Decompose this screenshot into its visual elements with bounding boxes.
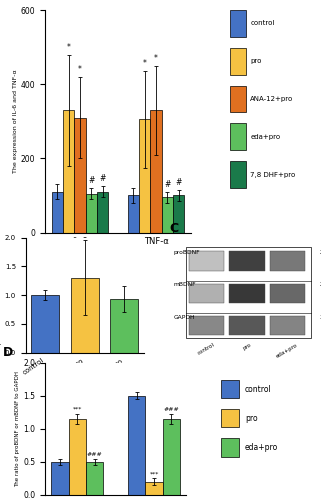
Text: ###: ### <box>163 407 179 412</box>
Text: ***: *** <box>73 407 82 412</box>
Text: A: A <box>13 0 22 2</box>
Bar <box>189 316 224 335</box>
Text: mBDNF: mBDNF <box>173 282 196 288</box>
Bar <box>270 316 305 335</box>
Bar <box>189 284 224 303</box>
Bar <box>63 110 74 232</box>
Text: 37kDa: 37kDa <box>319 314 321 320</box>
Bar <box>221 438 239 456</box>
Text: pro: pro <box>242 342 252 351</box>
Bar <box>230 162 246 188</box>
Text: ###: ### <box>87 452 102 457</box>
Bar <box>186 246 311 338</box>
Bar <box>173 196 184 232</box>
Bar <box>51 462 69 495</box>
Text: pro: pro <box>245 414 258 422</box>
Text: #: # <box>100 174 106 183</box>
Text: eda+pro: eda+pro <box>250 134 280 140</box>
Text: C: C <box>169 222 178 235</box>
Text: 20-37kDa: 20-37kDa <box>319 250 321 255</box>
Bar <box>221 409 239 428</box>
Text: #: # <box>176 178 182 187</box>
Bar <box>97 192 108 232</box>
Text: *: * <box>154 54 158 62</box>
Text: 7,8 DHF+pro: 7,8 DHF+pro <box>250 172 296 177</box>
Text: *: * <box>78 65 82 74</box>
Bar <box>86 194 97 232</box>
Bar <box>110 299 138 352</box>
Bar <box>189 252 224 271</box>
Text: control: control <box>197 342 216 356</box>
Bar <box>163 419 180 495</box>
Bar <box>127 196 139 232</box>
Bar <box>230 124 246 150</box>
Text: ***: *** <box>149 472 159 477</box>
Text: proBDNF: proBDNF <box>173 250 200 255</box>
Text: pro: pro <box>250 58 262 64</box>
Bar <box>270 252 305 271</box>
Text: GAPDH: GAPDH <box>173 314 195 320</box>
Bar <box>230 10 246 36</box>
Text: *: * <box>67 42 71 51</box>
Y-axis label: Expression of mRNA levels of total BDNF: Expression of mRNA levels of total BDNF <box>0 239 2 351</box>
Bar <box>52 192 63 232</box>
Bar <box>229 316 265 335</box>
Text: ANA-12+pro: ANA-12+pro <box>250 96 293 102</box>
Bar <box>139 120 150 232</box>
Bar <box>229 284 265 303</box>
Bar <box>221 380 239 398</box>
Bar <box>230 48 246 74</box>
Text: control: control <box>250 20 275 26</box>
Bar <box>161 198 173 232</box>
Text: control: control <box>245 384 272 394</box>
Y-axis label: The ratio of proBDNF or mBDNF to GAPDH: The ratio of proBDNF or mBDNF to GAPDH <box>15 371 20 487</box>
Bar <box>69 419 86 495</box>
Text: *: * <box>143 59 146 68</box>
Text: #: # <box>164 180 170 188</box>
Text: eda+pro: eda+pro <box>276 342 299 358</box>
Bar <box>270 284 305 303</box>
Bar <box>230 86 246 112</box>
Bar <box>71 278 99 352</box>
Text: 28-30kDa: 28-30kDa <box>319 282 321 288</box>
Text: D: D <box>3 346 13 359</box>
Bar <box>31 295 59 352</box>
Bar <box>229 252 265 271</box>
Bar <box>128 396 145 495</box>
Text: #: # <box>88 176 94 185</box>
Text: eda+pro: eda+pro <box>245 443 278 452</box>
Bar <box>86 462 103 495</box>
Y-axis label: The expression of IL-6 and TNF-α: The expression of IL-6 and TNF-α <box>13 70 18 173</box>
Bar <box>74 118 86 232</box>
Bar <box>150 110 161 232</box>
Bar <box>145 482 163 495</box>
